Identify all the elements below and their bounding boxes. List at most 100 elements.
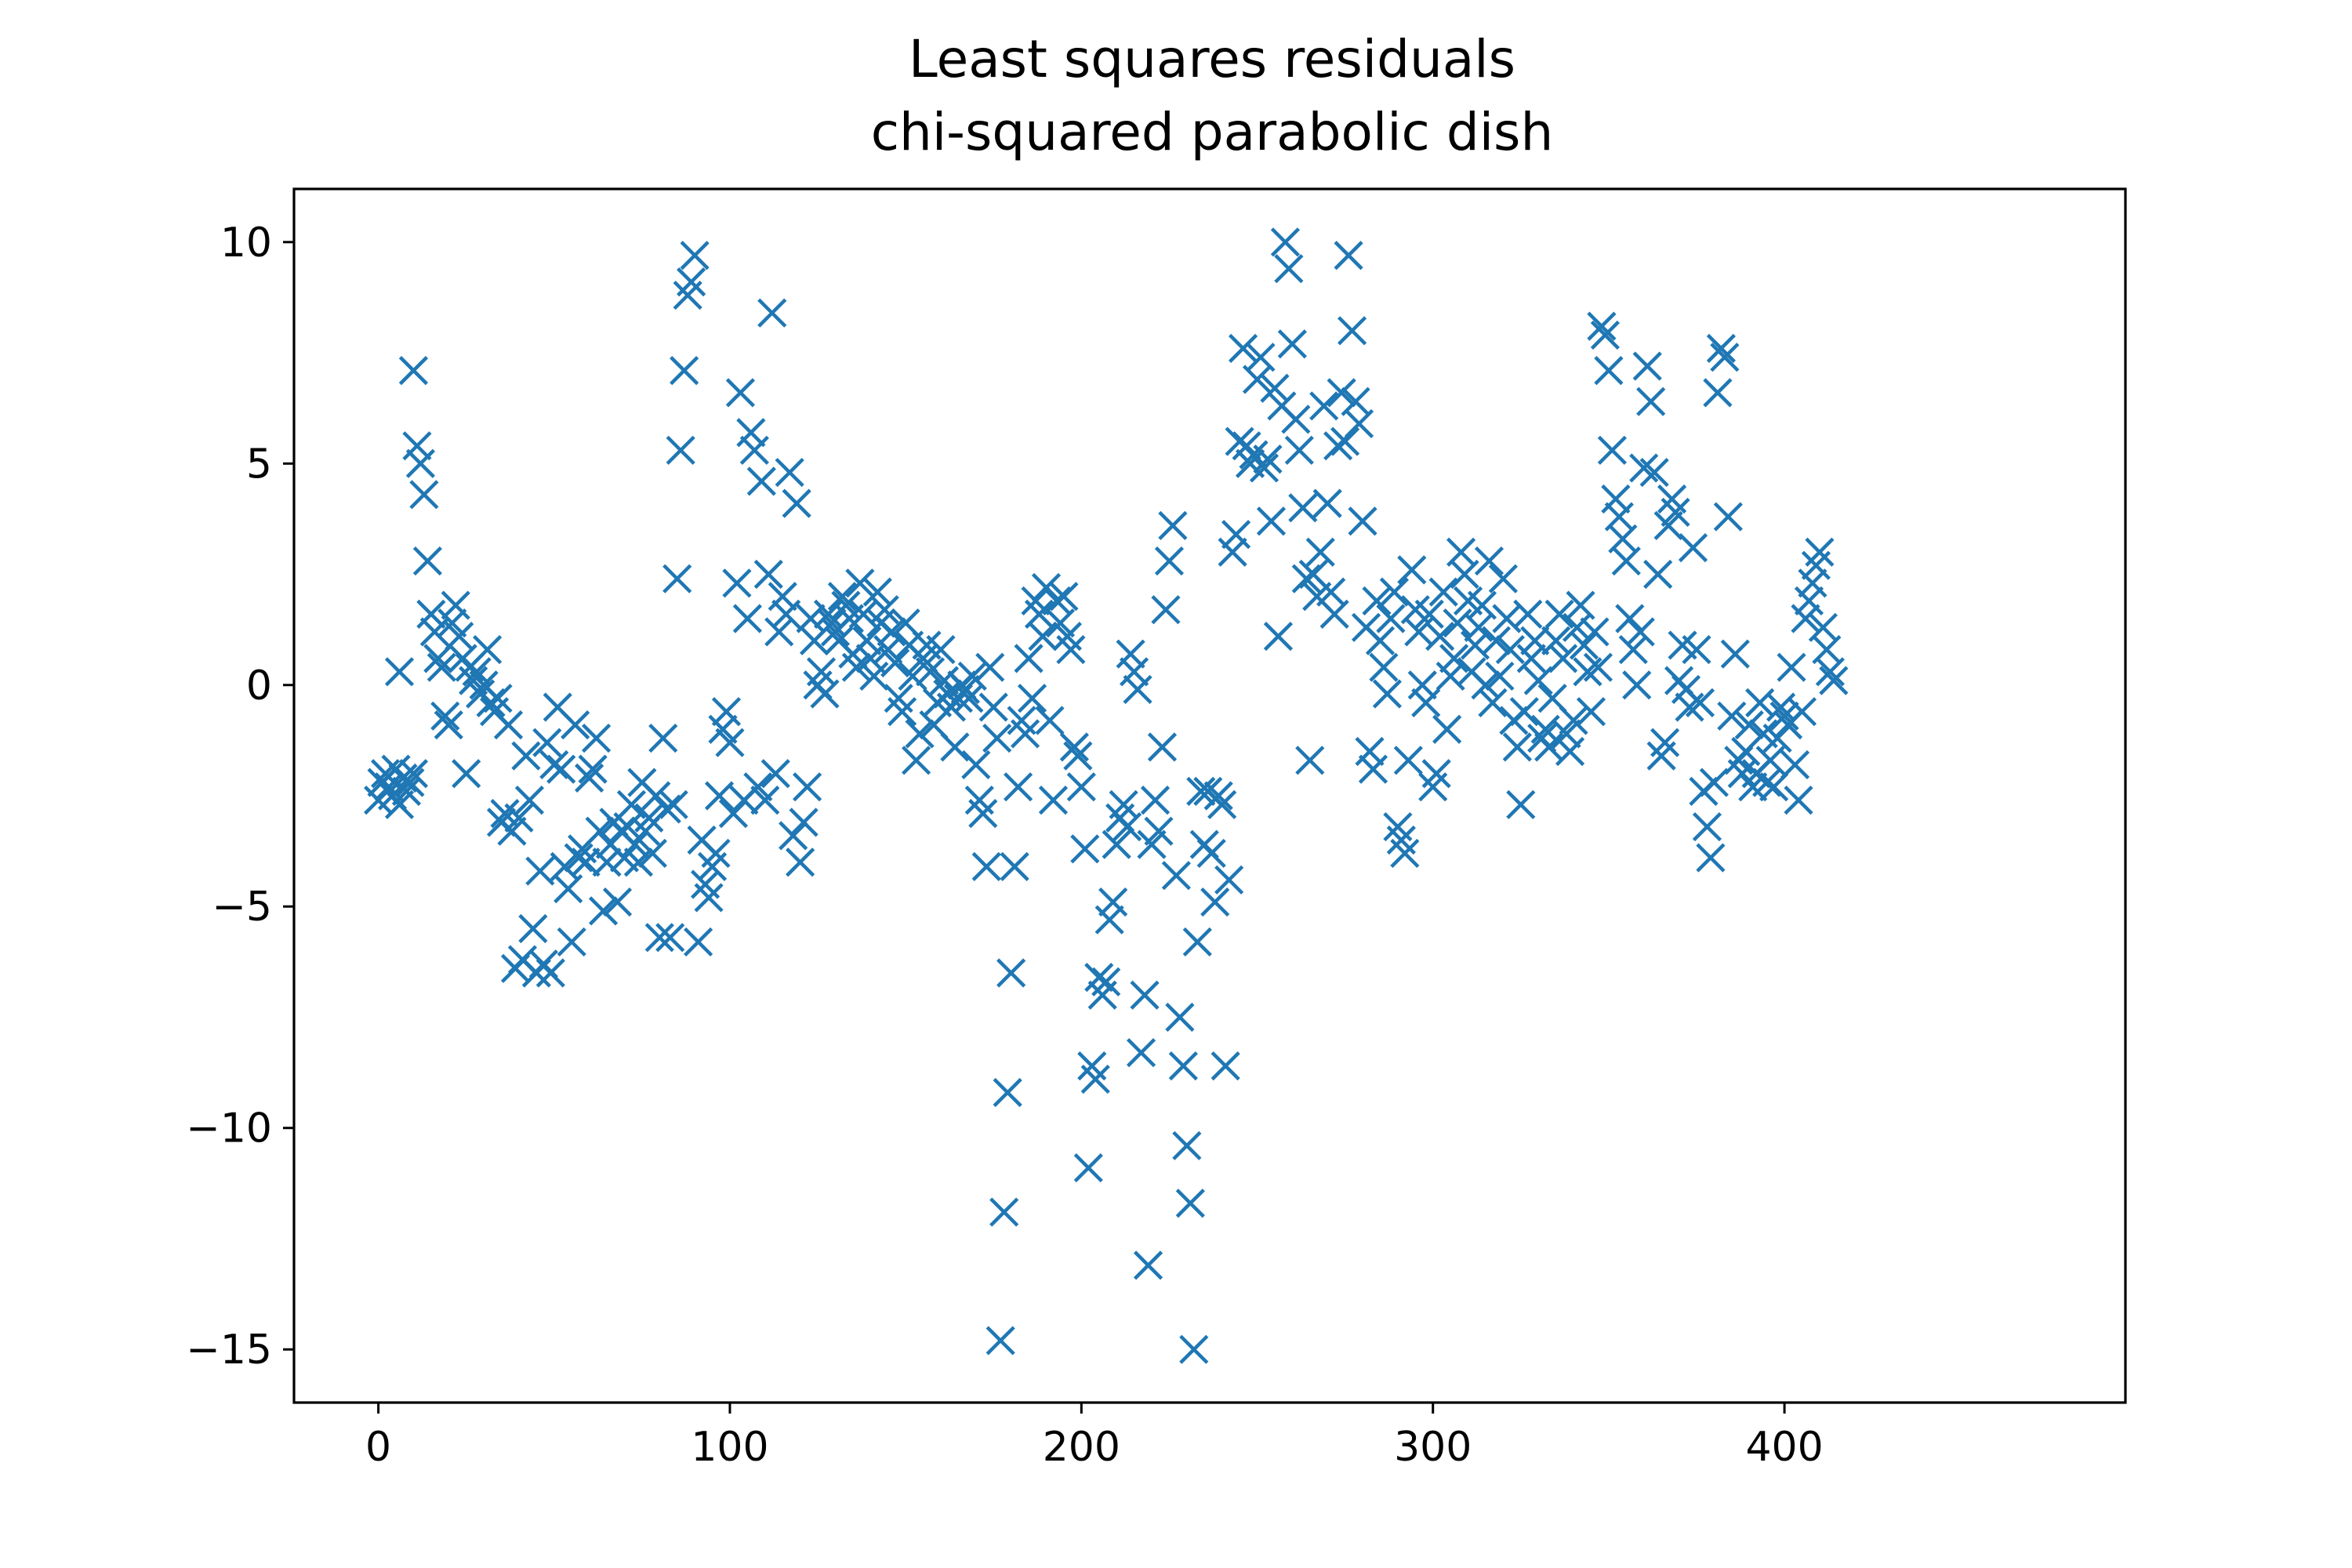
data-point-10: [398, 759, 429, 789]
data-point-144: [862, 577, 892, 607]
data-point-377: [1682, 634, 1711, 665]
data-point-244: [1214, 865, 1244, 895]
data-point-58: [561, 710, 590, 740]
data-point-253: [1246, 343, 1276, 372]
data-point-9: [395, 768, 425, 797]
data-point-410: [1798, 568, 1828, 598]
data-point-294: [1390, 838, 1420, 869]
data-point-260: [1270, 227, 1300, 257]
data-point-148: [877, 617, 906, 647]
data-point-86: [659, 789, 688, 819]
data-point-406: [1784, 786, 1813, 815]
data-point-228: [1158, 510, 1188, 540]
data-point-274: [1319, 599, 1349, 629]
data-point-88: [666, 435, 695, 465]
data-point-80: [637, 838, 667, 869]
data-point-27: [452, 759, 481, 789]
data-point-322: [1488, 564, 1518, 593]
data-point-18: [419, 617, 449, 647]
data-point-166: [940, 732, 970, 762]
data-point-111: [746, 466, 776, 496]
data-point-408: [1791, 604, 1820, 633]
data-point-365: [1639, 457, 1669, 488]
data-point-120: [779, 821, 808, 851]
data-point-200: [1059, 732, 1089, 762]
data-point-229: [1161, 861, 1191, 891]
data-point-286: [1362, 586, 1392, 616]
data-point-196: [1045, 608, 1076, 638]
data-points: [364, 227, 1849, 1364]
data-point-139: [845, 568, 875, 598]
x-axis: 0 100 200 300 400: [365, 1403, 1824, 1471]
data-point-357: [1611, 546, 1641, 576]
data-point-388: [1720, 639, 1750, 669]
data-point-159: [915, 657, 946, 687]
data-point-407: [1787, 697, 1817, 727]
data-point-240: [1200, 887, 1230, 917]
data-point-405: [1780, 750, 1810, 780]
data-point-61: [571, 848, 601, 877]
x-tick-label: 0: [365, 1424, 391, 1471]
data-point-222: [1137, 829, 1167, 859]
data-point-371: [1661, 497, 1690, 528]
data-point-176: [975, 652, 1005, 682]
data-point-317: [1471, 670, 1501, 700]
data-point-15: [409, 480, 439, 510]
data-point-187: [1014, 644, 1044, 673]
data-point-75: [620, 829, 650, 859]
data-point-359: [1618, 634, 1648, 665]
data-point-400: [1762, 723, 1792, 753]
data-point-64: [582, 723, 612, 753]
data-point-289: [1372, 679, 1403, 709]
data-point-154: [898, 661, 927, 691]
data-point-272: [1312, 488, 1342, 518]
data-point-45: [514, 786, 544, 815]
y-tick-label: 5: [246, 441, 272, 488]
data-point-345: [1569, 630, 1599, 660]
data-point-270: [1305, 537, 1335, 567]
data-point-261: [1274, 254, 1304, 284]
data-point-361: [1625, 617, 1655, 647]
data-point-382: [1699, 768, 1729, 797]
data-point-143: [859, 661, 889, 691]
data-point-104: [722, 568, 752, 598]
data-point-215: [1112, 811, 1142, 842]
data-point-369: [1653, 510, 1683, 540]
data-point-416: [1819, 666, 1849, 695]
data-point-70: [602, 887, 633, 917]
data-point-234: [1179, 1334, 1209, 1364]
data-point-242: [1207, 789, 1237, 819]
data-point-319: [1478, 688, 1508, 717]
data-point-383: [1703, 378, 1733, 408]
data-point-199: [1056, 634, 1086, 665]
data-point-329: [1513, 599, 1543, 629]
data-point-63: [578, 754, 608, 784]
data-point-186: [1011, 719, 1040, 749]
data-point-290: [1376, 604, 1406, 633]
data-point-6: [384, 789, 415, 819]
data-point-23: [437, 608, 467, 638]
data-point-282: [1348, 506, 1377, 536]
data-point-331: [1520, 626, 1550, 655]
data-point-287: [1365, 626, 1396, 655]
data-point-262: [1277, 329, 1307, 359]
data-point-188: [1017, 684, 1047, 713]
data-point-146: [869, 595, 899, 625]
data-point-48: [525, 856, 555, 886]
data-point-337: [1541, 626, 1571, 655]
data-point-311: [1450, 559, 1479, 590]
data-point-44: [511, 741, 541, 771]
x-tick-label: 100: [691, 1424, 768, 1471]
data-point-42: [504, 803, 534, 833]
data-point-381: [1696, 843, 1726, 873]
data-point-236: [1186, 776, 1216, 806]
data-point-79: [634, 803, 664, 833]
data-point-225: [1147, 732, 1178, 762]
data-point-109: [739, 435, 769, 465]
x-tick-label: 200: [1043, 1424, 1120, 1471]
data-point-321: [1485, 661, 1515, 691]
data-point-303: [1421, 759, 1451, 789]
data-point-295: [1393, 746, 1423, 775]
data-point-350: [1587, 311, 1617, 341]
